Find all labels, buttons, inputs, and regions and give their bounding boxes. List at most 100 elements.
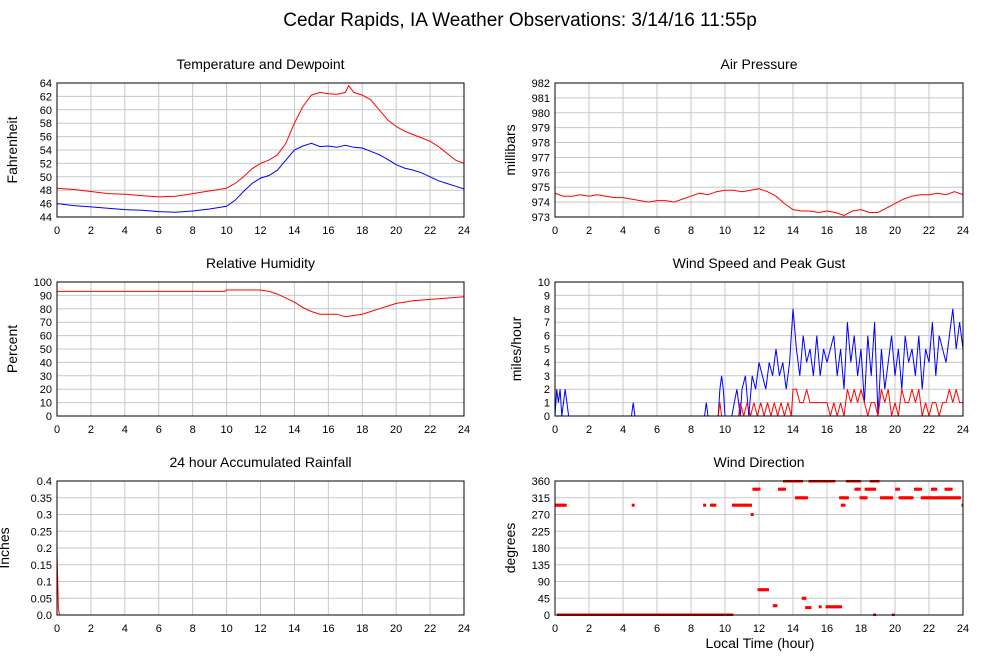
data-point: [735, 503, 739, 507]
x-tick-label: 2: [88, 623, 94, 635]
y-tick-label: 30: [40, 371, 52, 383]
data-point: [759, 588, 763, 592]
x-tick-label: 0: [552, 225, 558, 237]
x-tick-label: 8: [688, 225, 694, 237]
data-point: [801, 596, 805, 600]
data-point: [868, 487, 871, 491]
x-tick-label: 18: [356, 623, 368, 635]
y-tick-label: 3: [544, 371, 550, 383]
data-point: [934, 496, 938, 500]
x-tick-label: 20: [390, 225, 402, 237]
series-line: [57, 84, 464, 198]
data-point: [932, 487, 936, 491]
data-point: [801, 496, 805, 500]
x-tick-label: 18: [855, 225, 867, 237]
data-point: [558, 503, 562, 507]
data-point: [711, 503, 715, 507]
x-tick-label: 12: [753, 424, 765, 436]
plot-frame: [554, 82, 964, 218]
x-tick-label: 18: [356, 424, 368, 436]
data-point: [873, 487, 877, 491]
x-tick-label: 0: [552, 424, 558, 436]
data-point: [805, 496, 809, 500]
plot-area: [57, 84, 464, 213]
data-point: [747, 503, 751, 507]
x-tick-label: 22: [923, 424, 935, 436]
data-point: [888, 496, 892, 500]
data-point: [745, 503, 749, 507]
chart-wind-direction: 0 2 4 6 8 10 12 14 16 18 20 22 240459013518022527031…: [502, 454, 969, 635]
x-tick-label: 6: [156, 623, 162, 635]
data-point: [757, 588, 761, 592]
data-point: [930, 496, 934, 500]
plot-frame: [56, 281, 465, 417]
y-tick-label: 0.4: [37, 476, 52, 488]
data-point: [563, 503, 567, 507]
y-tick-label: 90: [538, 577, 550, 589]
data-point: [866, 487, 870, 491]
y-tick-label: 982: [532, 78, 550, 90]
data-point: [781, 487, 785, 491]
data-point: [709, 503, 713, 507]
data-point: [766, 588, 769, 592]
y-tick-label: 974: [532, 197, 550, 209]
data-point: [844, 496, 848, 500]
y-tick-label: 58: [40, 118, 52, 130]
x-tick-label: 12: [753, 225, 765, 237]
data-point: [631, 503, 635, 507]
data-point: [919, 487, 922, 491]
data-point: [856, 487, 860, 491]
x-tick-label: 22: [424, 424, 436, 436]
data-point: [958, 496, 962, 500]
data-point: [825, 605, 829, 609]
data-point: [917, 487, 921, 491]
data-point: [861, 496, 865, 500]
data-point: [946, 487, 950, 491]
data-point: [796, 496, 800, 500]
y-tick-label: 4: [544, 357, 550, 369]
x-tick-label: 6: [654, 424, 660, 436]
data-point: [764, 588, 768, 592]
y-tick-label: 180: [532, 543, 550, 555]
series-line: [555, 388, 963, 417]
x-tick-label: 8: [190, 225, 196, 237]
x-tick-label: 20: [889, 225, 901, 237]
x-tick-label: 16: [322, 424, 334, 436]
data-point: [862, 496, 866, 500]
y-tick-label: 0.1: [37, 577, 52, 589]
x-tick-label: 24: [458, 225, 470, 237]
y-tick-label: 45: [538, 593, 550, 605]
x-tick-label: 14: [787, 623, 799, 635]
data-point: [932, 496, 936, 500]
data-point: [859, 496, 863, 500]
x-tick-label: 22: [424, 623, 436, 635]
series-line: [57, 142, 464, 213]
x-tick-label: 14: [787, 424, 799, 436]
x-tick-label: 20: [390, 623, 402, 635]
y-tick-label: 0.3: [37, 510, 52, 522]
data-point: [886, 496, 890, 500]
data-point: [903, 496, 907, 500]
x-tick-label: 22: [424, 225, 436, 237]
data-point: [754, 487, 758, 491]
y-tick-label: 52: [40, 158, 52, 170]
data-point: [930, 487, 934, 491]
series-line: [57, 289, 464, 318]
y-tick-label: 50: [40, 344, 52, 356]
data-point: [929, 496, 933, 500]
x-tick-label: 20: [889, 623, 901, 635]
data-point: [808, 606, 812, 610]
data-point: [755, 487, 759, 491]
data-point: [560, 503, 564, 507]
data-point: [949, 487, 953, 491]
y-tick-label: 973: [532, 212, 550, 224]
data-point: [555, 503, 559, 507]
data-point: [738, 503, 742, 507]
data-point: [737, 503, 741, 507]
y-axis-label: millibars: [502, 124, 518, 175]
x-tick-label: 20: [889, 424, 901, 436]
x-tick-label: 14: [787, 225, 799, 237]
plot-frame: [56, 82, 465, 218]
data-point: [772, 604, 776, 608]
x-tick-label: 6: [156, 424, 162, 436]
